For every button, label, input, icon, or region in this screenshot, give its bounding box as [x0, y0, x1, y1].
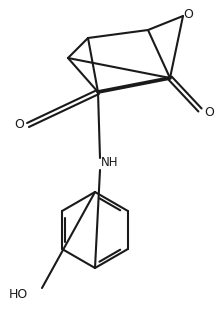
- Text: NH: NH: [101, 157, 119, 169]
- Text: HO: HO: [8, 289, 28, 301]
- Text: O: O: [183, 7, 193, 21]
- Text: O: O: [204, 105, 214, 119]
- Text: O: O: [14, 119, 24, 131]
